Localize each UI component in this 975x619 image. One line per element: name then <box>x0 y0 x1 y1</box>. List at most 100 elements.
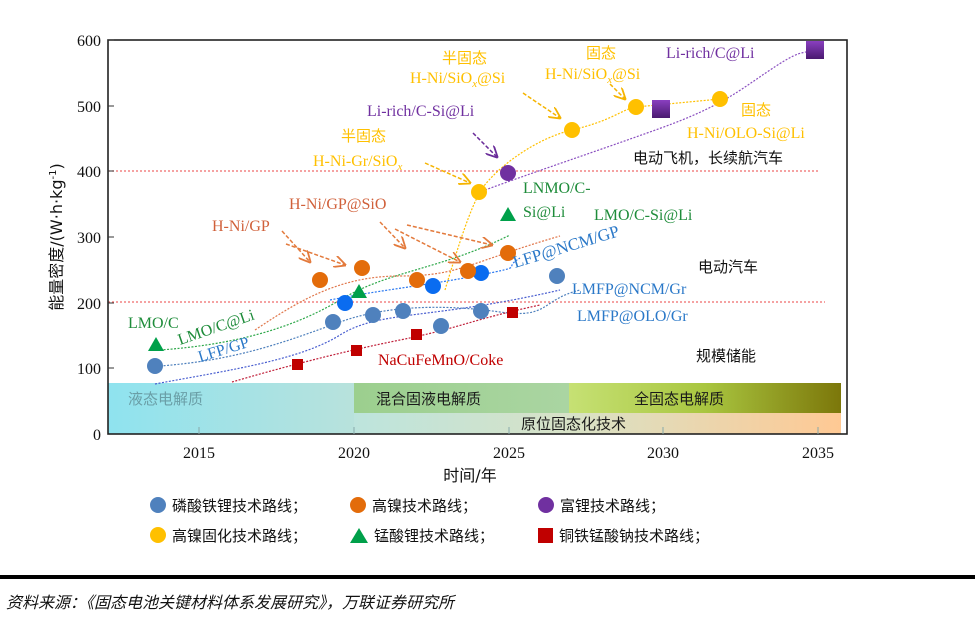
label-semi-solid-2: 半固态 <box>442 49 487 67</box>
data-point-li-rich-square[interactable] <box>806 41 824 59</box>
legend-label: 铜铁锰酸钠技术路线； <box>559 526 710 545</box>
blue-circle-icon <box>150 497 166 513</box>
chart-legend: 磷酸铁锂技术路线； 高镍技术路线； 富锂技术路线； 高镍固化技术路线； 锰酸锂技… <box>150 490 713 550</box>
x-tick-label: 2025 <box>493 445 525 462</box>
zone-label-ev: 电动汽车 <box>698 258 758 276</box>
data-point[interactable] <box>473 303 489 319</box>
x-tick-label: 2030 <box>647 445 679 462</box>
data-point-li-rich-square[interactable] <box>652 100 670 118</box>
data-point[interactable] <box>351 345 362 356</box>
label-semi-solid-1: 半固态 <box>341 127 386 145</box>
label-hni-gr-siox: H-Ni-Gr/SiOx <box>313 153 402 173</box>
label-lmfp-ncm-gr: LMFP@NCM/Gr <box>572 281 687 298</box>
label-hni-gp: H-Ni/GP <box>212 218 270 235</box>
legend-label: 高镍固化技术路线； <box>172 526 308 545</box>
data-point[interactable] <box>507 307 518 318</box>
data-point[interactable] <box>460 263 476 279</box>
x-tick-label: 2015 <box>183 445 215 462</box>
label-lirich-c-li: Li-rich/C@Li <box>666 45 755 62</box>
data-point[interactable] <box>351 284 367 298</box>
legend-row-2: 高镍固化技术路线； 锰酸锂技术路线； 铜铁锰酸钠技术路线； <box>150 520 713 550</box>
y-axis-title: 能量密度/(W·h·kg-1) <box>47 163 66 310</box>
data-point[interactable] <box>564 122 580 138</box>
label-hni-siox-si-2: H-Ni/SiOx@Si <box>545 66 641 86</box>
yellow-circle-icon <box>150 527 166 543</box>
data-point[interactable] <box>500 245 516 261</box>
data-point[interactable] <box>395 303 411 319</box>
band-label-insitu: 原位固态化技术 <box>521 415 626 433</box>
data-point[interactable] <box>147 358 163 374</box>
label-lnmo-1: LNMO/C- <box>523 180 591 197</box>
data-point-li-rich[interactable] <box>500 165 516 181</box>
series-lfp-highlight-markers <box>337 265 489 311</box>
legend-item-li-rich: 富锂技术路线； <box>538 495 665 516</box>
y-tick-label: 100 <box>77 361 101 378</box>
band-liquid-electrolyte <box>108 383 354 434</box>
label-solid-1: 固态 <box>586 44 616 62</box>
data-point[interactable] <box>471 184 487 200</box>
legend-item-high-ni-solid: 高镍固化技术路线； <box>150 525 346 546</box>
data-point[interactable] <box>337 295 353 311</box>
data-point[interactable] <box>292 359 303 370</box>
series-lfp-markers <box>147 268 565 374</box>
green-triangle-icon <box>350 527 368 543</box>
y-tick-label: 300 <box>77 230 101 247</box>
label-lmfp-olo-gr: LMFP@OLO/Gr <box>577 308 688 325</box>
arrow-hni-gp-2 <box>285 243 345 265</box>
data-point[interactable] <box>712 91 728 107</box>
band-in-situ-solidification <box>354 413 841 434</box>
x-tick-label: 2035 <box>802 445 834 462</box>
orange-circle-icon <box>350 497 366 513</box>
label-lirich-csi: Li-rich/C-Si@Li <box>367 103 475 120</box>
legend-label: 富锂技术路线； <box>560 496 666 515</box>
arrow-hni-gp-1 <box>281 230 310 262</box>
series-lmo-markers <box>148 207 516 351</box>
data-point[interactable] <box>409 272 425 288</box>
y-axis-tick-labels: 600 500 400 300 200 100 0 <box>77 33 101 444</box>
arrow-hni-gp-sio-3 <box>406 224 492 245</box>
purple-circle-icon <box>538 497 554 513</box>
data-point[interactable] <box>411 329 422 340</box>
data-point[interactable] <box>549 268 565 284</box>
y-axis-ticks <box>108 39 114 369</box>
data-point[interactable] <box>354 260 370 276</box>
arrow-hni-gp-sio-1 <box>379 221 405 248</box>
data-point[interactable] <box>425 278 441 294</box>
source-note: 资料来源：《固态电池关键材料体系发展研究》，万联证券研究所 <box>6 593 455 612</box>
y-tick-label: 0 <box>93 427 101 444</box>
arrow-hni-gp-sio-2 <box>394 228 460 262</box>
label-hni-siox-si-1: H-Ni/SiOx@Si <box>410 70 506 90</box>
data-point[interactable] <box>148 337 164 351</box>
energy-density-chart: 液态电解质 混合固液电解质 全固态电解质 原位固态化技术 <box>47 33 848 485</box>
data-point[interactable] <box>473 265 489 281</box>
band-label-solid: 全固态电解质 <box>634 390 724 408</box>
band-all-solid-electrolyte <box>569 383 841 413</box>
data-point[interactable] <box>628 99 644 115</box>
series-high-ni-solid-markers <box>471 91 728 200</box>
band-label-hybrid: 混合固液电解质 <box>376 390 481 408</box>
y-tick-label: 500 <box>77 99 101 116</box>
label-lmo-c: LMO/C <box>128 315 179 332</box>
arrow-hni-gr-siox <box>424 162 470 183</box>
data-point[interactable] <box>312 272 328 288</box>
source-divider <box>0 575 975 579</box>
band-hybrid-electrolyte <box>354 383 569 413</box>
data-point[interactable] <box>500 207 516 221</box>
label-lnmo-2: Si@Li <box>523 204 566 221</box>
data-point[interactable] <box>365 307 381 323</box>
y-tick-label: 600 <box>77 33 101 50</box>
arrow-hni-siox-si-2 <box>609 83 625 99</box>
zone-label-aircraft: 电动飞机，长续航汽车 <box>633 149 783 167</box>
label-lmo-c-si-li: LMO/C-Si@Li <box>594 207 693 224</box>
data-point[interactable] <box>325 314 341 330</box>
label-nacufemno-coke: NaCuFeMnO/Coke <box>378 352 503 369</box>
arrow-hni-siox-si-1 <box>522 92 560 118</box>
band-label-liquid: 液态电解质 <box>128 390 203 408</box>
y-tick-label: 200 <box>77 296 101 313</box>
data-point[interactable] <box>433 318 449 334</box>
zone-label-storage: 规模储能 <box>696 347 756 365</box>
label-hni-olo: H-Ni/OLO-Si@Li <box>687 125 805 142</box>
red-square-icon <box>538 527 553 543</box>
legend-label: 高镍技术路线； <box>372 496 478 515</box>
label-hni-gp-sio: H-Ni/GP@SiO <box>289 196 386 213</box>
